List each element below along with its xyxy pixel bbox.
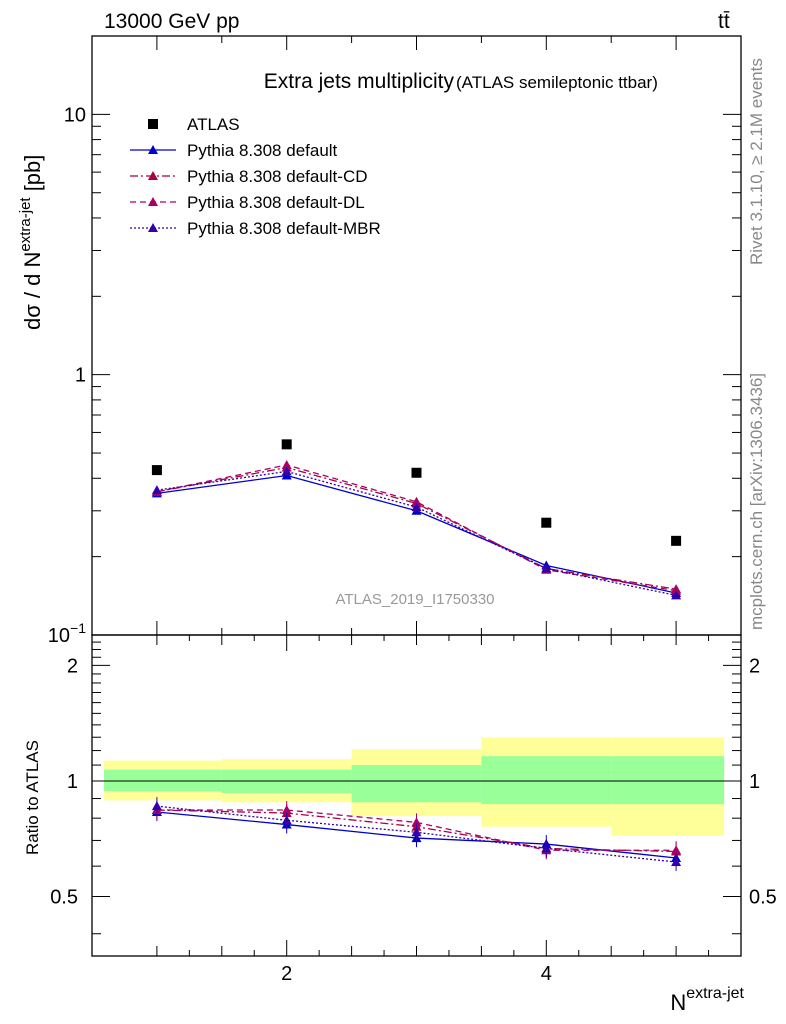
ratio-marker: [411, 817, 422, 827]
legend-marker: [148, 145, 158, 154]
rivet-label: Rivet 3.1.10, ≥ 2.1M events: [747, 58, 766, 265]
legend-marker: [148, 223, 158, 232]
watermark: ATLAS_2019_I1750330: [335, 591, 494, 608]
ratio-marker: [671, 845, 682, 855]
ratio-panel-ticks: 0.5 0.5 1 1 2 2 2 4: [50, 635, 777, 985]
ratio-marker: [671, 857, 682, 867]
legend-label: Pythia 8.308 default: [187, 141, 338, 160]
legend-label: Pythia 8.308 default-MBR: [187, 219, 381, 238]
x-tick-label: 4: [541, 963, 552, 985]
ratio-marker: [541, 843, 552, 853]
series-marker: [671, 590, 682, 600]
stat-uncertainty-band: [481, 756, 612, 805]
atlas-point: [151, 465, 162, 476]
y-tick-label: 1: [75, 365, 86, 387]
series-marker: [281, 459, 292, 469]
series-marker: [281, 466, 292, 476]
legend: ATLAS Pythia 8.308 default Pythia 8.308 de…: [130, 115, 381, 238]
legend-marker: [148, 171, 158, 180]
x-axis-label: Nextra-jet: [670, 985, 744, 1015]
main-panel: 10−1 1 10 Extra jets multiplicity (ATLAS s…: [17, 35, 742, 647]
legend-marker-atlas: [148, 119, 158, 129]
ratio-marker: [411, 827, 422, 837]
y-tick-label: 10: [64, 104, 86, 126]
atlas-point: [411, 467, 422, 478]
ratio-marker: [281, 815, 292, 825]
series-line-dashed: [156, 464, 677, 592]
stat-uncertainty-band: [611, 756, 725, 805]
series-marker: [411, 496, 422, 506]
series-marker: [541, 563, 552, 573]
ratio-y-axis-label: Ratio to ATLAS: [23, 740, 42, 855]
series-marker: [671, 585, 682, 595]
ratio-y-tick-label-right: 0.5: [749, 887, 777, 909]
atlas-point: [671, 535, 682, 546]
ratio-y-tick-label: 0.5: [50, 887, 78, 909]
series-line-dashdot: [156, 466, 677, 590]
legend-label: Pythia 8.308 default-CD: [187, 167, 368, 186]
ratio-y-tick-label: 2: [67, 655, 78, 677]
ratio-panel: 0.5 0.5 1 1 2 2 2 4 Ratio to ATLAS Nextra-jet: [23, 634, 777, 1015]
ratio-marker: [151, 801, 162, 811]
ratio-y-tick-label-right: 2: [749, 655, 760, 677]
chart-subtitle: (ATLAS semileptonic ttbar): [456, 73, 658, 92]
series-marker: [411, 502, 422, 512]
main-panel-marks: [151, 439, 682, 600]
energy-label: 13000 GeV pp: [104, 10, 239, 33]
chart-title: Extra jets multiplicity: [264, 70, 455, 93]
series-line-solid: [156, 474, 677, 594]
legend-marker: [148, 197, 158, 206]
mcplots-label: mcplots.cern.ch [arXiv:1306.3436]: [747, 373, 766, 630]
main-y-axis-label: dσ / d Nextra-jet [pb]: [17, 155, 45, 330]
x-tick-label: 2: [281, 963, 292, 985]
atlas-point: [281, 439, 292, 450]
legend-label: Pythia 8.308 default-DL: [187, 193, 365, 212]
legend-label: ATLAS: [187, 115, 240, 134]
y-tick-label: 10−1: [48, 620, 86, 647]
ratio-marker: [281, 805, 292, 815]
process-label: tt̄: [718, 10, 730, 33]
ratio-panel-marks: [92, 737, 741, 872]
ratio-y-tick-label: 1: [67, 771, 78, 793]
stat-uncertainty-band: [351, 765, 482, 803]
ratio-y-tick-label-right: 1: [749, 771, 760, 793]
series-marker: [151, 485, 162, 495]
atlas-point: [541, 517, 552, 528]
